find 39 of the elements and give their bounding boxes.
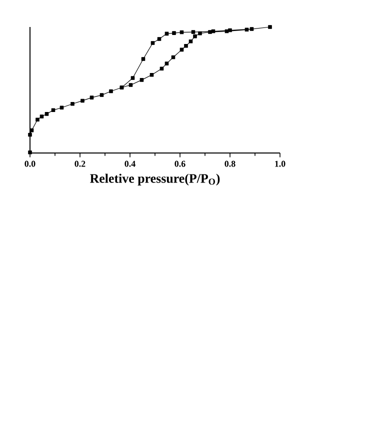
point xyxy=(164,62,169,66)
point xyxy=(109,89,113,94)
point xyxy=(28,150,32,154)
point xyxy=(191,30,196,34)
point xyxy=(193,34,197,38)
point xyxy=(150,72,154,77)
point xyxy=(140,78,144,82)
point xyxy=(80,98,84,103)
point xyxy=(141,57,146,61)
point xyxy=(150,41,155,45)
point xyxy=(40,114,44,118)
point xyxy=(157,37,162,41)
point xyxy=(208,30,212,34)
point xyxy=(130,76,135,80)
x-tick-label: 0.8 xyxy=(224,160,236,167)
point xyxy=(188,39,193,44)
point xyxy=(36,118,40,122)
x-tick-label: 0.6 xyxy=(174,160,186,167)
point xyxy=(90,96,94,100)
point xyxy=(268,25,272,29)
point xyxy=(60,106,64,110)
point xyxy=(160,66,164,70)
point xyxy=(198,31,202,36)
x-tick-label: 0.4 xyxy=(124,160,136,167)
x-tick-label: 0.0 xyxy=(24,160,36,167)
point xyxy=(51,108,56,112)
point xyxy=(128,83,133,87)
point xyxy=(44,112,49,116)
point xyxy=(244,28,249,32)
point xyxy=(172,31,176,35)
x-tick-label: 0.2 xyxy=(74,160,86,167)
point xyxy=(28,132,32,137)
x-axis-title: Reletive pressure(P/P$_{O}$) xyxy=(90,174,220,186)
x-tick-label: 1.0 xyxy=(275,160,286,167)
point xyxy=(250,27,254,31)
point xyxy=(228,28,232,32)
point xyxy=(100,93,104,97)
point xyxy=(184,44,188,48)
point xyxy=(70,102,74,106)
